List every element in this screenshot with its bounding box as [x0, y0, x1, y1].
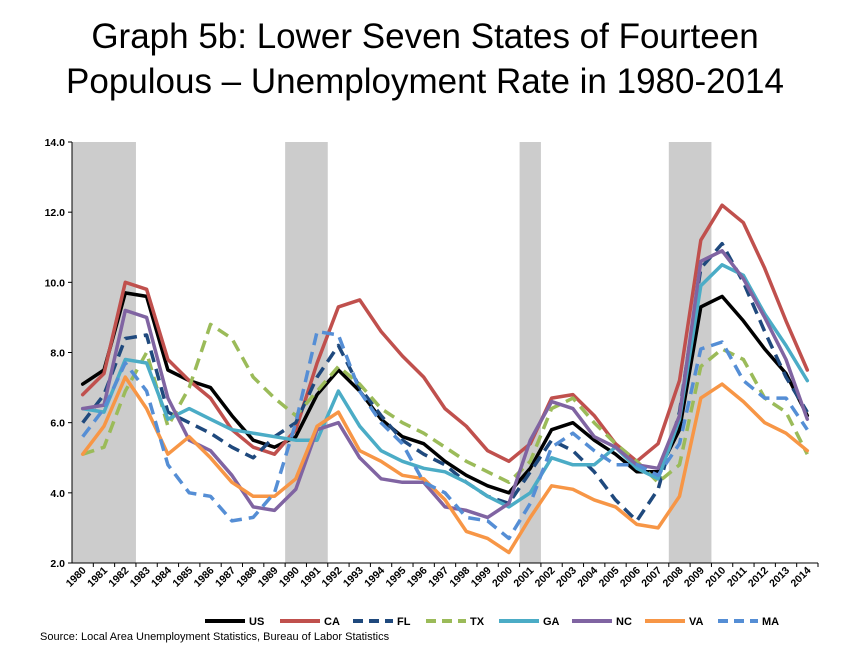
- x-tick-label: 2011: [725, 565, 750, 590]
- x-tick-label: 1988: [234, 565, 259, 590]
- x-tick-label: 2008: [661, 565, 686, 590]
- legend-label-va: VA: [689, 616, 704, 628]
- x-tick-label: 1992: [320, 565, 345, 590]
- x-tick-label: 2006: [618, 565, 643, 590]
- x-tick-label: 1984: [149, 565, 174, 590]
- x-tick-label: 1999: [469, 565, 494, 590]
- x-tick-label: 2005: [597, 565, 622, 590]
- series-line-tx: [82, 322, 809, 485]
- x-tick-label: 1981: [85, 565, 110, 590]
- recession-band-1: [72, 142, 136, 563]
- x-tick-label: 1989: [256, 565, 281, 590]
- x-tick-label: 2012: [746, 565, 771, 590]
- y-tick-label: 6.0: [50, 418, 65, 430]
- y-tick-label: 14.0: [45, 137, 66, 149]
- y-tick-label: 12.0: [45, 207, 66, 219]
- y-tick-label: 8.0: [50, 348, 65, 360]
- x-tick-label: 2007: [639, 565, 664, 590]
- x-tick-label: 2009: [682, 565, 707, 590]
- x-tick-label: 2014: [788, 565, 813, 590]
- legend-label-us: US: [249, 616, 264, 628]
- legend-label-ma: MA: [762, 616, 779, 628]
- x-tick-label: 1994: [362, 565, 387, 590]
- recession-band-3: [519, 142, 541, 563]
- y-tick-label: 10.0: [45, 277, 66, 289]
- x-tick-label: 1997: [426, 565, 451, 590]
- x-tick-label: 1993: [341, 565, 366, 590]
- x-tick-label: 1982: [106, 565, 131, 590]
- y-tick-label: 4.0: [50, 488, 65, 500]
- legend-label-fl: FL: [397, 616, 411, 628]
- chart-title-line-2: Populous – Unemployment Rate in 1980-201…: [66, 62, 784, 101]
- x-tick-label: 1995: [383, 565, 408, 590]
- series-line-fl: [81, 241, 809, 523]
- series-line-ma: [81, 329, 809, 541]
- series-line-us: [80, 291, 810, 495]
- x-tick-label: 2013: [767, 565, 792, 590]
- x-tick-label: 1987: [213, 565, 238, 590]
- series-line-nc: [80, 249, 810, 520]
- x-tick-label: 1996: [405, 565, 430, 590]
- x-tick-label: 1990: [277, 565, 302, 590]
- x-tick-label: 2003: [554, 565, 579, 590]
- y-tick-label: 2.0: [50, 558, 65, 570]
- x-tick-label: 2004: [575, 565, 600, 590]
- legend-label-ca: CA: [324, 616, 340, 628]
- x-tick-label: 2001: [511, 565, 536, 590]
- x-tick-label: 1991: [298, 565, 323, 590]
- chart-title: Graph 5b: Lower Seven States of Fourteen…: [0, 14, 850, 104]
- x-tick-label: 2000: [490, 565, 515, 590]
- legend-label-tx: TX: [470, 616, 485, 628]
- x-tick-label: 1986: [192, 565, 217, 590]
- x-tick-label: 2010: [703, 565, 728, 590]
- source-note: Source: Local Area Unemployment Statisti…: [40, 631, 390, 643]
- series-line-va: [80, 375, 810, 555]
- x-tick-label: 1983: [128, 565, 153, 590]
- x-tick-label: 1998: [447, 565, 472, 590]
- series-line-ca: [80, 203, 810, 464]
- x-tick-label: 1980: [64, 565, 89, 590]
- legend-label-ga: GA: [543, 616, 560, 628]
- x-tick-label: 1985: [170, 565, 195, 590]
- x-tick-label: 2002: [533, 565, 558, 590]
- chart-title-line-1: Graph 5b: Lower Seven States of Fourteen: [91, 17, 759, 56]
- legend-label-nc: NC: [616, 616, 632, 628]
